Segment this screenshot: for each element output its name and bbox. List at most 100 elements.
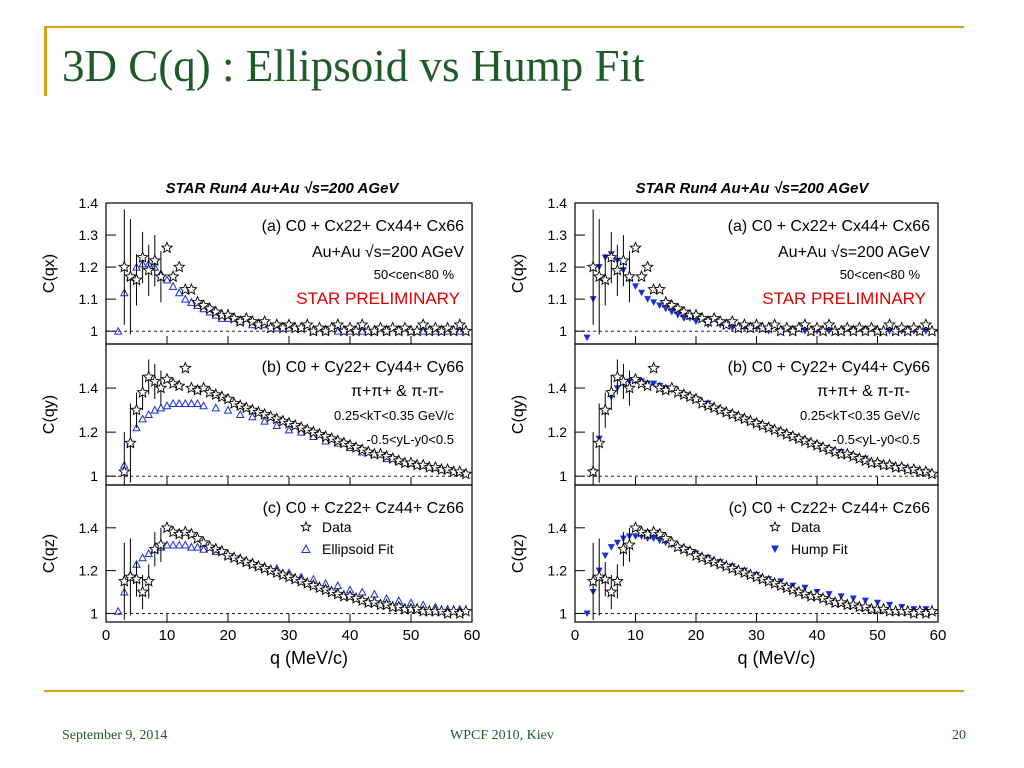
data-point	[592, 436, 606, 449]
y-tick-label: 1.2	[548, 424, 568, 440]
x-tick-label: 60	[464, 627, 481, 644]
panel-formula: (c) C0 + Cz22+ Cz44+ Cz66	[729, 500, 931, 517]
data-point	[610, 574, 624, 587]
y-tick-label: 1.2	[79, 259, 99, 275]
data-point	[453, 318, 467, 331]
data-point	[925, 467, 939, 480]
data-point	[349, 324, 363, 337]
y-tick-label: 1	[90, 605, 98, 621]
fit-point	[455, 326, 465, 335]
legend-fit-label: Hump Fit	[791, 541, 848, 557]
x-tick-label: 10	[627, 627, 644, 644]
data-point	[768, 318, 782, 331]
data-point	[598, 273, 612, 286]
data-point	[617, 254, 630, 267]
data-point	[641, 379, 654, 392]
fit-point	[638, 289, 646, 297]
data-point	[459, 604, 473, 617]
fit-point	[656, 537, 664, 545]
data-point	[623, 381, 636, 394]
y-tick-label: 1	[90, 468, 98, 484]
panel-a: 1 1.1 1.2 1.3 1.4 C(qx) (a) C0 + Cx22+ Cx44+ C…	[41, 195, 473, 345]
y-tick-label: 1.4	[548, 195, 568, 211]
data-point	[130, 403, 143, 416]
y-tick-label: 1.4	[548, 520, 568, 536]
star-preliminary-label: STAR PRELIMINARY	[296, 289, 460, 308]
data-point	[623, 538, 636, 551]
footer-page-number: 20	[952, 728, 966, 743]
fit-point	[607, 544, 615, 551]
fit-point	[193, 542, 202, 551]
x-tick-label: 60	[930, 627, 947, 644]
fit-point	[674, 312, 682, 319]
data-point	[148, 374, 162, 387]
y-tick-label: 1.1	[548, 291, 568, 307]
fit-point	[162, 540, 172, 549]
y-tick-label: 1.2	[79, 563, 99, 579]
data-point	[598, 403, 612, 416]
fit-point	[113, 326, 123, 335]
data-point	[410, 324, 424, 337]
data-point	[154, 538, 168, 551]
panel-rapidity-range: -0.5<yL-y0<0.5	[367, 432, 454, 447]
data-point	[816, 324, 830, 337]
data-point	[447, 324, 461, 337]
legend-data-marker	[769, 520, 781, 532]
data-point	[641, 260, 654, 273]
fit-point	[632, 283, 639, 290]
data-point	[623, 270, 636, 283]
fit-point	[644, 296, 652, 303]
data-point	[172, 379, 186, 392]
x-tick-label: 50	[869, 627, 886, 644]
x-tick-label: 0	[571, 627, 579, 644]
figure-title: STAR Run4 Au+Au √s=200 AGeV	[166, 180, 401, 197]
panel-centrality: 50<cen<80 %	[374, 267, 455, 282]
panel-b: 1 1.2 1.4 C(qy) (b) C0 + Cy22+ Cy44+ Cy66 π+π…	[510, 343, 939, 486]
data-point	[610, 263, 624, 276]
data-point	[154, 381, 168, 394]
chart-figure-ellipsoid: STAR Run4 Au+Au √s=200 AGeV 1 1.1 1.2 1.3 1.4…	[41, 180, 480, 668]
y-tick-label: 1.3	[548, 227, 568, 243]
fit-point	[168, 540, 178, 549]
footer-date: September 9, 2014	[62, 728, 168, 743]
x-tick-label: 40	[809, 627, 826, 644]
data-point	[605, 585, 618, 598]
data-point	[300, 318, 314, 331]
y-axis-label: C(qz)	[41, 534, 58, 573]
data-point	[647, 361, 661, 374]
data-point	[331, 318, 345, 331]
data-point	[925, 324, 939, 337]
legend-data-label: Data	[322, 519, 352, 535]
y-tick-label: 1.3	[79, 227, 99, 243]
fit-point	[162, 401, 172, 410]
fit-point	[632, 533, 639, 540]
x-tick-label: 30	[281, 627, 298, 644]
panel-pion-label: π+π+ & π-π-	[817, 383, 910, 400]
fit-point	[668, 308, 676, 316]
y-tick-label: 1.4	[79, 520, 99, 536]
data-point	[117, 465, 131, 478]
fit-point	[138, 553, 147, 562]
fit-point	[168, 281, 178, 290]
fit-point	[418, 326, 428, 335]
fit-point	[138, 414, 147, 423]
data-point	[913, 324, 927, 337]
y-tick-label: 1.4	[79, 380, 99, 396]
data-point	[136, 385, 149, 398]
panel-formula: (a) C0 + Cx22+ Cx44+ Cx66	[262, 218, 464, 235]
fit-point	[309, 431, 318, 441]
data-point	[635, 270, 648, 283]
data-point	[185, 527, 198, 540]
data-point	[191, 531, 204, 544]
data-point	[877, 324, 890, 337]
data-point	[130, 572, 143, 585]
panel-pion-label: π+π+ & π-π-	[351, 383, 444, 400]
data-point	[118, 260, 131, 273]
data-point	[258, 314, 271, 327]
fit-point	[357, 326, 367, 335]
fit-point	[187, 542, 196, 551]
fit-point	[272, 420, 282, 430]
panel-kt-range: 0.25<kT<0.35 GeV/c	[800, 408, 920, 423]
data-point	[142, 574, 155, 587]
fit-point	[650, 535, 658, 543]
